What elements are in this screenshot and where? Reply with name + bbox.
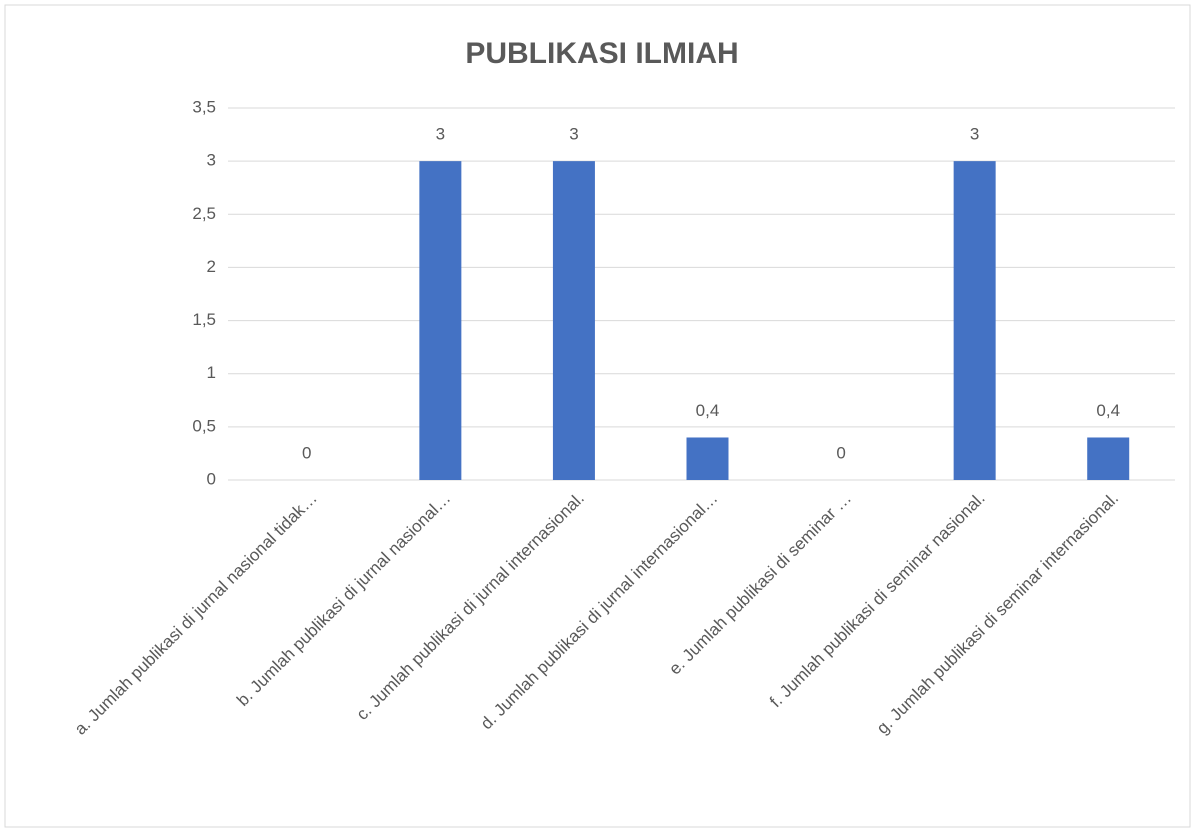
- y-tick-label: 1: [207, 363, 216, 382]
- bar: [1087, 437, 1130, 480]
- bar: [552, 161, 595, 480]
- data-label: 3: [970, 125, 979, 144]
- y-tick-label: 2,5: [192, 204, 216, 223]
- y-tick-label: 0: [207, 469, 216, 488]
- data-label: 0,4: [696, 401, 720, 420]
- chart-border: [4, 4, 1191, 828]
- y-tick-label: 3: [207, 151, 216, 170]
- chart-title: PUBLIKASI ILMIAH: [465, 37, 738, 70]
- data-label: 0: [836, 443, 845, 462]
- bar: [419, 161, 462, 480]
- data-label: 0: [302, 443, 311, 462]
- y-tick-label: 0,5: [192, 416, 216, 435]
- bar: [686, 437, 729, 480]
- y-tick-label: 2: [207, 257, 216, 276]
- bar: [953, 161, 996, 480]
- data-label: 3: [569, 125, 578, 144]
- y-tick-label: 1,5: [192, 310, 216, 329]
- y-tick-label: 3,5: [192, 97, 216, 116]
- data-label: 3: [436, 125, 445, 144]
- data-label: 0,4: [1096, 401, 1120, 420]
